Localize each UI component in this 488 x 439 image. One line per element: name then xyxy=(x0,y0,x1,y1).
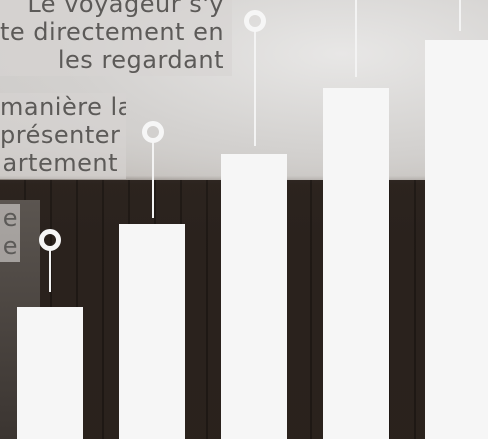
bar-1[interactable] xyxy=(17,307,83,439)
marker-stem-4 xyxy=(355,0,357,77)
caption-1: e e xyxy=(0,204,20,262)
bar-5[interactable] xyxy=(425,40,488,439)
caption-2: manière la présenter artement xyxy=(0,93,126,179)
marker-ring-icon[interactable] xyxy=(244,10,266,32)
bar-2[interactable] xyxy=(119,224,185,439)
marker-ring-icon[interactable] xyxy=(39,229,61,251)
marker-stem-2 xyxy=(152,138,154,218)
marker-ring-icon[interactable] xyxy=(142,121,164,143)
bar-3[interactable] xyxy=(221,154,287,439)
caption-2-line-1: manière la xyxy=(0,93,126,121)
marker-stem-1 xyxy=(49,246,51,292)
bar-4[interactable] xyxy=(323,88,389,439)
caption-3: Le voyageur s'y te directement en les re… xyxy=(0,0,232,76)
marker-stem-3 xyxy=(254,28,256,146)
caption-3-line-1: Le voyageur s'y xyxy=(27,0,224,18)
caption-3-line-2: te directement en xyxy=(0,18,225,46)
caption-1-line-1: e xyxy=(2,204,18,232)
caption-3-line-3: les regardant xyxy=(57,46,224,74)
caption-2-line-2: présenter xyxy=(0,121,121,149)
caption-2-line-3: artement xyxy=(2,149,118,177)
marker-stem-5 xyxy=(459,0,461,31)
caption-1-line-2: e xyxy=(2,232,18,260)
